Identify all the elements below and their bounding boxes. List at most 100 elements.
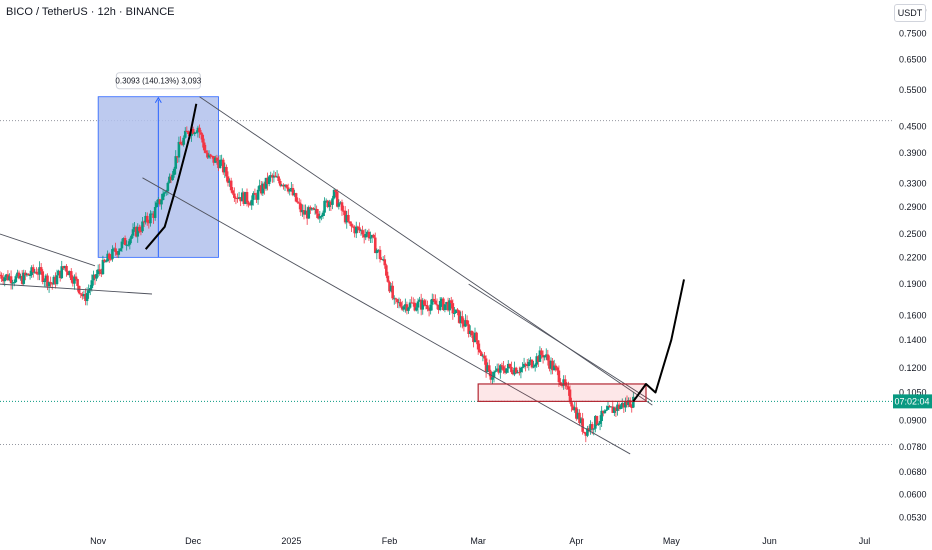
candle-body [41, 271, 45, 282]
trendline [0, 233, 96, 267]
candle-body [199, 132, 203, 135]
candle-body [529, 359, 532, 362]
candle-body [581, 418, 584, 432]
candle-body [565, 385, 569, 387]
candle-body [149, 213, 152, 224]
candle-body [562, 379, 565, 386]
candle-body [440, 298, 444, 302]
candle-body [74, 276, 78, 280]
candle-body [350, 223, 353, 227]
candle-body [285, 184, 288, 188]
measure-label-box [115, 72, 201, 90]
candle-body [55, 275, 59, 285]
candle-body [96, 269, 100, 275]
candle-body [258, 185, 261, 190]
candle-body [264, 177, 268, 189]
candle-body [109, 258, 113, 260]
candle-body [267, 176, 271, 185]
candle-body [182, 137, 185, 145]
candle-body [104, 261, 108, 263]
candle-body [446, 301, 450, 311]
candle-body [310, 208, 314, 210]
candle-body [100, 271, 103, 275]
candle-body [123, 237, 127, 246]
candle-body [324, 200, 328, 202]
candle-body [592, 428, 596, 430]
candle-body [93, 274, 97, 279]
candle-body [14, 276, 18, 283]
candle-body [76, 279, 79, 286]
candle-body [492, 371, 496, 378]
candle-body [396, 299, 399, 303]
candle-body [73, 276, 76, 284]
candle-body [597, 423, 600, 425]
candle-body [552, 365, 556, 371]
candle-body [275, 176, 279, 178]
candle-body [556, 367, 559, 371]
candle-body [459, 316, 463, 323]
candle-body [50, 283, 54, 285]
candle-body [117, 251, 121, 255]
candle-body [274, 175, 277, 178]
current-price-badge [893, 394, 932, 409]
candle-body [554, 365, 558, 368]
candle-body [472, 335, 475, 343]
candle-body [164, 191, 168, 193]
candle-body [12, 282, 16, 284]
candle-body [177, 141, 181, 158]
candle-body [131, 229, 135, 236]
candle-body [250, 199, 254, 206]
currency-button[interactable]: USDT [894, 4, 926, 22]
trendline [468, 283, 653, 402]
time-tick-label: Mar [470, 536, 486, 546]
measure-arrow-head [154, 96, 162, 103]
candle-body [38, 267, 41, 275]
candle-body [60, 266, 64, 279]
candle-body [88, 288, 92, 291]
candle-body [242, 192, 246, 204]
candle-body [277, 176, 280, 181]
candle-body [584, 432, 588, 436]
candle-body [563, 379, 567, 386]
candle-body [432, 298, 436, 301]
candle-body [427, 309, 431, 311]
candle-body [445, 301, 448, 305]
candle-body [578, 412, 581, 424]
candle-body [207, 154, 211, 158]
candle-body [461, 316, 464, 324]
candle-body [206, 152, 209, 158]
trendlines [0, 96, 653, 455]
candle-body [44, 275, 48, 281]
candle-body [120, 241, 124, 249]
candle-body [122, 237, 125, 242]
candle-body [415, 307, 418, 311]
candle-body [187, 131, 190, 135]
candle-body [43, 280, 46, 282]
candle-body [486, 365, 489, 372]
candle-body [413, 302, 417, 311]
candle-body [579, 418, 583, 424]
candle-body [480, 352, 483, 357]
candle-body [557, 370, 561, 383]
candle-body [183, 130, 187, 138]
candle-body [84, 294, 87, 302]
candle-body [160, 200, 163, 205]
candle-body [17, 272, 21, 279]
candle-body [1, 278, 5, 282]
candle-body [332, 189, 336, 199]
candle-body [248, 204, 252, 206]
candle-body [516, 372, 520, 374]
candle-body [82, 294, 86, 297]
candle-body [20, 275, 24, 284]
candle-body [16, 272, 19, 277]
candle-body [372, 234, 375, 238]
candle-body [286, 187, 290, 192]
candle-body [560, 385, 564, 387]
candle-body [448, 300, 451, 311]
candle-body [125, 244, 128, 246]
candle-body [603, 410, 607, 414]
candle-body [245, 192, 249, 203]
candle-body [223, 166, 227, 173]
candle-body [240, 192, 244, 202]
